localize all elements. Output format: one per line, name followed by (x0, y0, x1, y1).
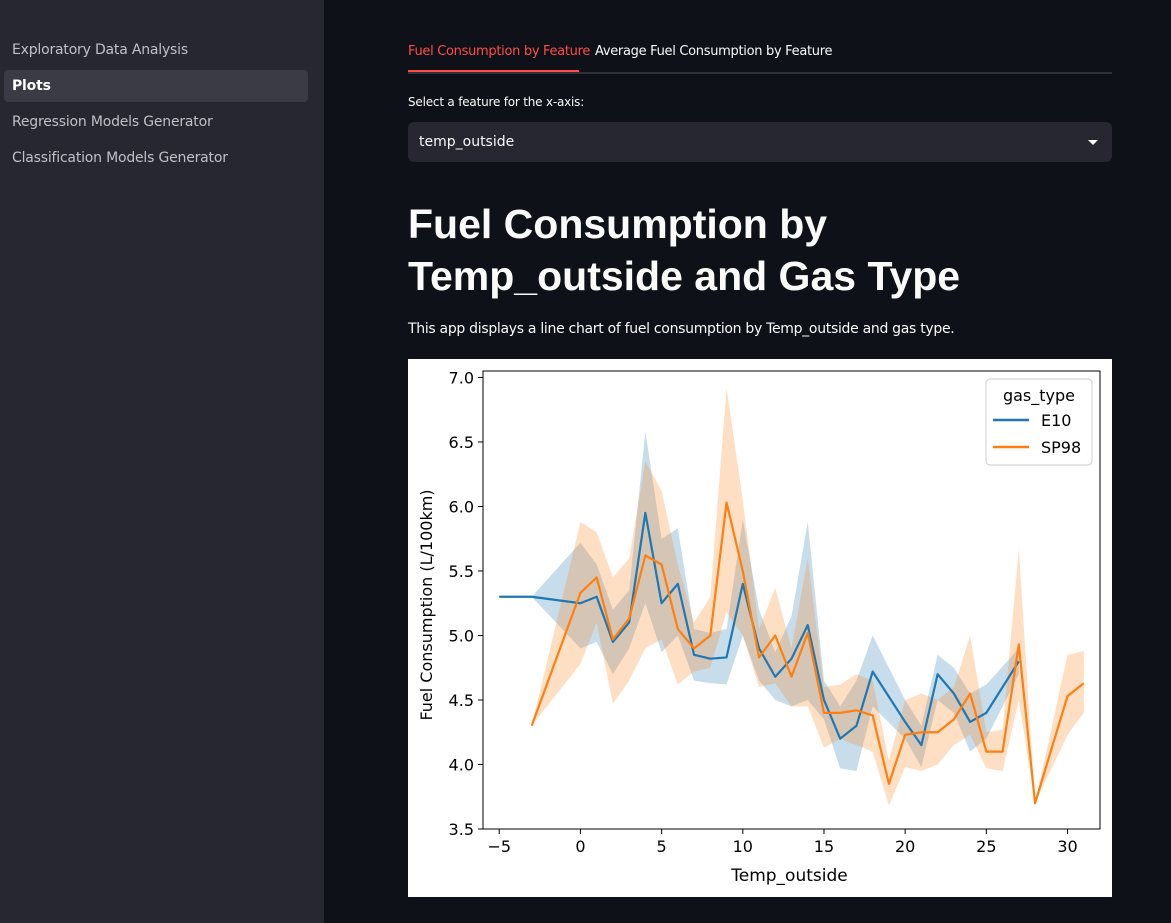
x-tick-label: 25 (976, 837, 996, 856)
x-tick-label: 20 (895, 837, 915, 856)
x-tick-label: 30 (1057, 837, 1077, 856)
x-tick-label: 0 (575, 837, 585, 856)
series-line-e10 (499, 511, 1020, 747)
page-title: Fuel Consumption by Temp_outside and Gas… (408, 201, 961, 299)
feature-select-label: Select a feature for the x-axis: (408, 95, 585, 109)
feature-select[interactable]: temp_outside (408, 122, 1112, 162)
y-axis-label: Fuel Consumption (L/100km) (417, 489, 436, 720)
page-description: This app displays a line chart of fuel c… (408, 321, 955, 337)
sidebar-item-exploratory-data-analysis[interactable]: Exploratory Data Analysis (12, 42, 188, 58)
sidebar-item-classification-models-generator[interactable]: Classification Models Generator (12, 150, 228, 166)
y-tick-label: 7.0 (449, 368, 474, 387)
plot-frame (482, 370, 1101, 830)
legend-label-sp98: SP98 (1041, 438, 1081, 457)
active-tab-indicator (408, 70, 579, 72)
x-axis-label: Temp_outside (730, 866, 847, 886)
tab-fuel-consumption-by-feature[interactable]: Fuel Consumption by Feature (408, 44, 591, 59)
tab-average-fuel-consumption-by-feature[interactable]: Average Fuel Consumption by Feature (595, 44, 833, 59)
legend-label-e10: E10 (1041, 411, 1071, 430)
x-tick-label: 15 (814, 837, 834, 856)
y-tick-label: 4.5 (449, 691, 474, 710)
sidebar-item-regression-models-generator[interactable]: Regression Models Generator (12, 114, 213, 130)
fuel-consumption-chart: −5 0 5 10 15 20 25 30 3.5 4.0 4.5 5.0 5.5 6.0 6.5 7.0 Te… (408, 359, 1112, 897)
y-tick-label: 4.0 (449, 755, 474, 774)
y-tick-label: 6.0 (449, 497, 474, 516)
legend-box (985, 378, 1093, 466)
chevron-down-icon[interactable] (1088, 140, 1098, 145)
chart-svg: −5 0 5 10 15 20 25 30 3.5 4.0 4.5 5.0 5.5 6.0 6.5 7.0 Te… (417, 368, 1101, 886)
sidebar-item-plots[interactable]: Plots (4, 70, 308, 102)
y-tick-label: 5.0 (449, 626, 474, 645)
tab-bar: Fuel Consumption by Feature Average Fuel… (408, 32, 1112, 74)
x-tick-label: 10 (733, 837, 753, 856)
sidebar: Exploratory Data Analysis Plots Regressi… (0, 0, 324, 923)
y-tick-label: 6.5 (449, 433, 474, 452)
y-tick-label: 5.5 (449, 562, 474, 581)
sidebar-nav: Exploratory Data Analysis Plots Regressi… (4, 34, 308, 178)
ci-band-sp98 (531, 387, 1084, 806)
ci-band-e10 (499, 431, 1019, 771)
x-tick-label: −5 (487, 837, 511, 856)
feature-select-value: temp_outside (419, 134, 515, 150)
legend-title: gas_type (1003, 386, 1075, 406)
y-tick-label: 3.5 (449, 820, 474, 839)
series-line-sp98 (530, 501, 1085, 805)
x-tick-label: 5 (657, 837, 667, 856)
